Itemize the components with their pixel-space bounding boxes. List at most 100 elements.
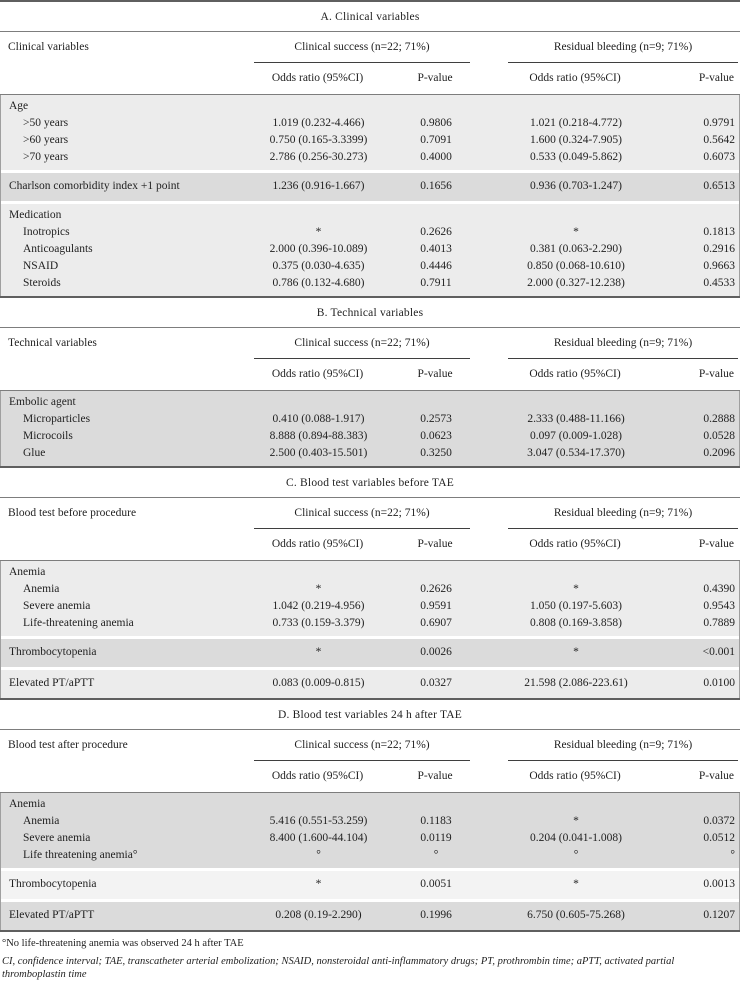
subheader-p-value: P-value (698, 770, 735, 782)
p-value-bleeding (666, 98, 740, 115)
p-value-success: 0.2626 (420, 583, 452, 595)
row-group-table: Age >50 years 1.019 (0.232-4.466) 0.9806 1.0… (1, 98, 740, 166)
table-row: Inotropics * 0.2626 * 0.1813 (1, 224, 740, 241)
subheader-p-value: P-value (698, 538, 735, 550)
row-label: Embolic agent (9, 396, 76, 408)
odds-ratio-bleeding-value: 0.850 (0.068-10.610) (527, 260, 625, 272)
group-header-underline: Clinical success (n=22; 71%) (254, 33, 471, 63)
subheader-odds-ratio: Odds ratio (95%CI) (529, 538, 621, 550)
odds-ratio-success-value: 2.786 (0.256-30.273) (269, 151, 368, 163)
odds-ratio-success-value: 2.000 (0.396-10.089) (269, 243, 368, 255)
p-value-success: 0.1183 (420, 815, 452, 827)
odds-ratio-success-value (251, 207, 386, 224)
title-rule (0, 497, 740, 498)
table-row: Severe anemia 8.400 (1.600-44.104) 0.0119 0… (1, 830, 740, 847)
p-value-success: 0.2573 (420, 413, 452, 425)
p-value-bleeding: 0.4390 (703, 583, 735, 595)
section-body: Age >50 years 1.019 (0.232-4.466) 0.9806 1.0… (0, 95, 740, 296)
odds-ratio-success-value: 0.208 (0.19-2.290) (275, 909, 362, 921)
p-value-success: ° (433, 849, 439, 861)
header-row: Blood test before procedure Clinical succ… (0, 498, 740, 530)
footnote-abbreviations: CI, confidence interval; TAE, transcathe… (2, 956, 675, 980)
p-value-bleeding: 0.0013 (703, 878, 735, 890)
row-group: Elevated PT/aPTT 0.083 (0.009-0.815) 0.032… (1, 670, 739, 698)
row-group-gap (1, 636, 739, 639)
odds-ratio-bleeding-value: 0.936 (0.703-1.247) (530, 180, 622, 192)
group-header-underline: Residual bleeding (n=9; 71%) (508, 731, 739, 761)
row-label: Life-threatening anemia (23, 617, 134, 629)
group-header-residual-bleeding: Residual bleeding (n=9; 71%) (485, 328, 740, 360)
p-value-success: 0.2626 (420, 226, 452, 238)
odds-ratio-bleeding-value: 21.598 (2.086-223.61) (524, 677, 628, 689)
p-value-bleeding: 0.6073 (703, 151, 735, 163)
footnote-symbol-note: °No life-threatening anemia was observed… (2, 938, 244, 949)
odds-ratio-bleeding-value: 0.533 (0.049-5.862) (530, 151, 622, 163)
row-label: Age (9, 100, 29, 112)
header-rule (0, 390, 740, 391)
row-group: Medication Inotropics * 0.2626 * 0.1813 Antico… (1, 204, 739, 296)
row-label: Severe anemia (23, 600, 91, 612)
row-label: Microparticles (23, 413, 91, 425)
p-value-success: 0.9591 (420, 600, 452, 612)
subheader-odds-ratio: Odds ratio (95%CI) (271, 538, 364, 550)
odds-ratio-bleeding-value (486, 394, 666, 411)
row-label: Microcoils (23, 430, 73, 442)
p-value-bleeding: 0.4533 (703, 277, 735, 289)
section-body: Embolic agent Microparticles 0.410 (0.088-… (0, 391, 740, 466)
odds-ratio-success-value: 0.375 (0.030-4.635) (272, 260, 365, 272)
subheader-p-value: P-value (417, 72, 453, 84)
section-title: D. Blood test variables 24 h after TAE (277, 709, 463, 721)
row-label: Elevated PT/aPTT (9, 909, 95, 921)
p-value-bleeding: 0.0528 (703, 430, 735, 442)
p-value-bleeding: 0.7889 (703, 617, 735, 629)
subheader-p-value: P-value (698, 368, 735, 380)
subheader-odds-ratio: Odds ratio (95%CI) (271, 770, 364, 782)
p-value-success: 0.0327 (420, 677, 452, 689)
row-group-table: Elevated PT/aPTT 0.208 (0.19-2.290) 0.1996… (1, 907, 740, 924)
group-header-underline: Clinical success (n=22; 71%) (254, 499, 471, 529)
p-value-bleeding: ° (730, 849, 735, 861)
p-value-bleeding: 0.2096 (703, 447, 735, 459)
row-group-table: Thrombocytopenia * 0.0026 * <0.001 (1, 644, 740, 661)
table-row: Anemia (1, 564, 740, 581)
table-row: Embolic agent (1, 394, 740, 411)
odds-ratio-success-value: 0.786 (0.132-4.680) (272, 277, 365, 289)
table-row: Anemia * 0.2626 * 0.4390 (1, 581, 740, 598)
p-value-success: 0.6907 (420, 617, 452, 629)
row-group: Thrombocytopenia * 0.0026 * <0.001 (1, 639, 739, 667)
section-body: Anemia Anemia * 0.2626 * 0.4390 Severe anemia 1… (0, 561, 740, 698)
row-label: Steroids (23, 277, 61, 289)
odds-ratio-bleeding-value: 0.204 (0.041-1.008) (530, 832, 622, 844)
row-label: >50 years (23, 117, 69, 129)
p-value-success: 0.4446 (420, 260, 452, 272)
table-row: Severe anemia 1.042 (0.219-4.956) 0.9591 1.… (1, 598, 740, 615)
group-header-underline: Residual bleeding (n=9; 71%) (508, 33, 739, 63)
group-header-clinical-success: Clinical success (n=22; 71%) (250, 498, 485, 530)
column-header-table: Clinical variables Clinical success (n=22… (0, 32, 740, 94)
row-group-gap (1, 899, 739, 902)
column-header-table: Blood test before procedure Clinical succ… (0, 498, 740, 560)
section-title: A. Clinical variables (320, 11, 420, 23)
p-value-success: 0.1656 (420, 180, 452, 192)
header-row: Clinical variables Clinical success (n=22… (0, 32, 740, 64)
p-value-success: 0.4013 (420, 243, 452, 255)
odds-ratio-bleeding-value: 2.000 (0.327-12.238) (527, 277, 625, 289)
stub-header: Blood test after procedure (8, 739, 128, 751)
p-value-success: 0.0051 (420, 878, 452, 890)
row-group-gap (1, 170, 739, 173)
row-group: Anemia Anemia 5.416 (0.551-53.259) 0.1183 * 0… (1, 793, 739, 868)
row-label: Anemia (23, 815, 60, 827)
odds-ratio-bleeding-value: ° (573, 849, 579, 861)
odds-ratio-success-value: ° (316, 849, 321, 861)
odds-ratio-success-value (251, 796, 386, 813)
odds-ratio-bleeding-value: 0.097 (0.009-1.028) (530, 430, 622, 442)
row-label: Anticoagulants (23, 243, 93, 255)
p-value-bleeding: 0.9543 (703, 600, 735, 612)
header-rule (0, 560, 740, 561)
group-header-underline: Residual bleeding (n=9; 71%) (508, 329, 739, 359)
p-value-success: 0.7091 (420, 134, 452, 146)
section-end-rule (0, 296, 740, 298)
stub-header: Clinical variables (8, 41, 89, 53)
table-row: Microparticles 0.410 (0.088-1.917) 0.2573 2… (1, 411, 740, 428)
table-row: Thrombocytopenia * 0.0051 * 0.0013 (1, 876, 740, 893)
